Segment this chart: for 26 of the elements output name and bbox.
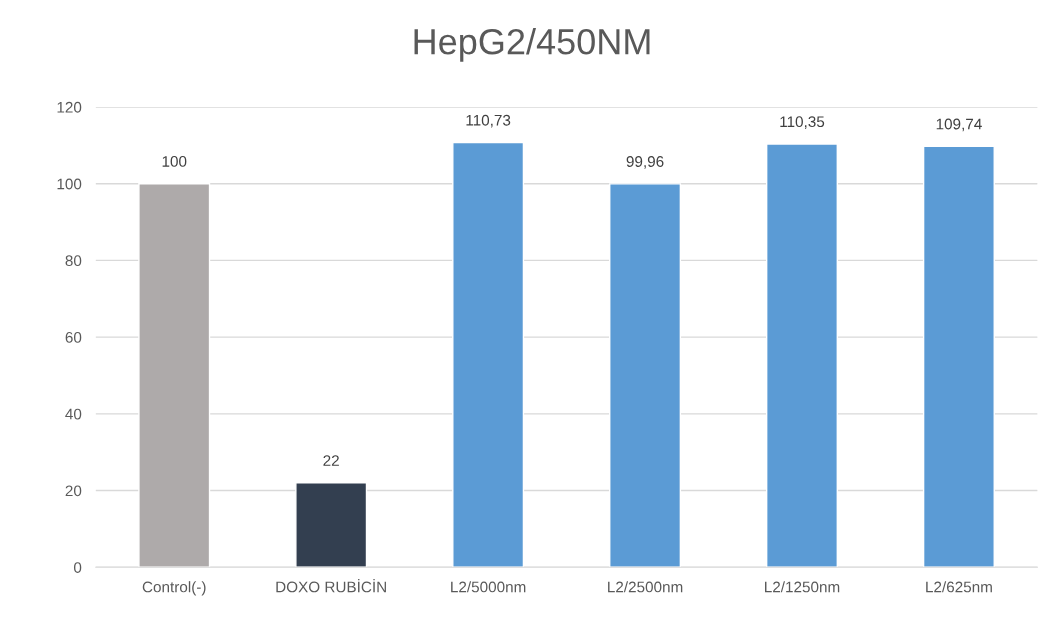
y-tick-label: 60 xyxy=(65,331,82,343)
data-label: 99,96 xyxy=(626,156,664,169)
x-tick-label: L2/5000nm xyxy=(451,581,526,593)
data-label: 100 xyxy=(162,155,187,167)
bar xyxy=(765,143,838,568)
bar xyxy=(452,141,525,568)
y-tick-label: 20 xyxy=(65,485,82,497)
x-tick-label: L2/2500nm xyxy=(608,581,683,593)
data-label: 109,74 xyxy=(936,118,982,132)
y-tick-label: 40 xyxy=(65,408,82,420)
x-tick-label: L2/1250nm xyxy=(765,581,840,593)
x-tick-label: L2/625nm xyxy=(926,581,992,593)
data-label: 110,35 xyxy=(780,116,825,129)
y-tick-label: 120 xyxy=(57,101,82,113)
bar xyxy=(138,183,211,568)
data-label: 110,73 xyxy=(466,114,511,128)
bar xyxy=(922,145,995,568)
y-tick-label: 0 xyxy=(73,562,82,573)
y-tick-label: 100 xyxy=(57,178,82,190)
x-tick-label: Control(-) xyxy=(142,581,206,596)
data-label: 22 xyxy=(323,455,339,466)
chart-title: HepG2/450NM xyxy=(414,27,650,62)
y-tick-label: 80 xyxy=(65,255,82,267)
bar xyxy=(609,183,682,568)
bar xyxy=(295,482,368,568)
x-tick-label: DOXO RUBİCİN xyxy=(276,579,386,593)
